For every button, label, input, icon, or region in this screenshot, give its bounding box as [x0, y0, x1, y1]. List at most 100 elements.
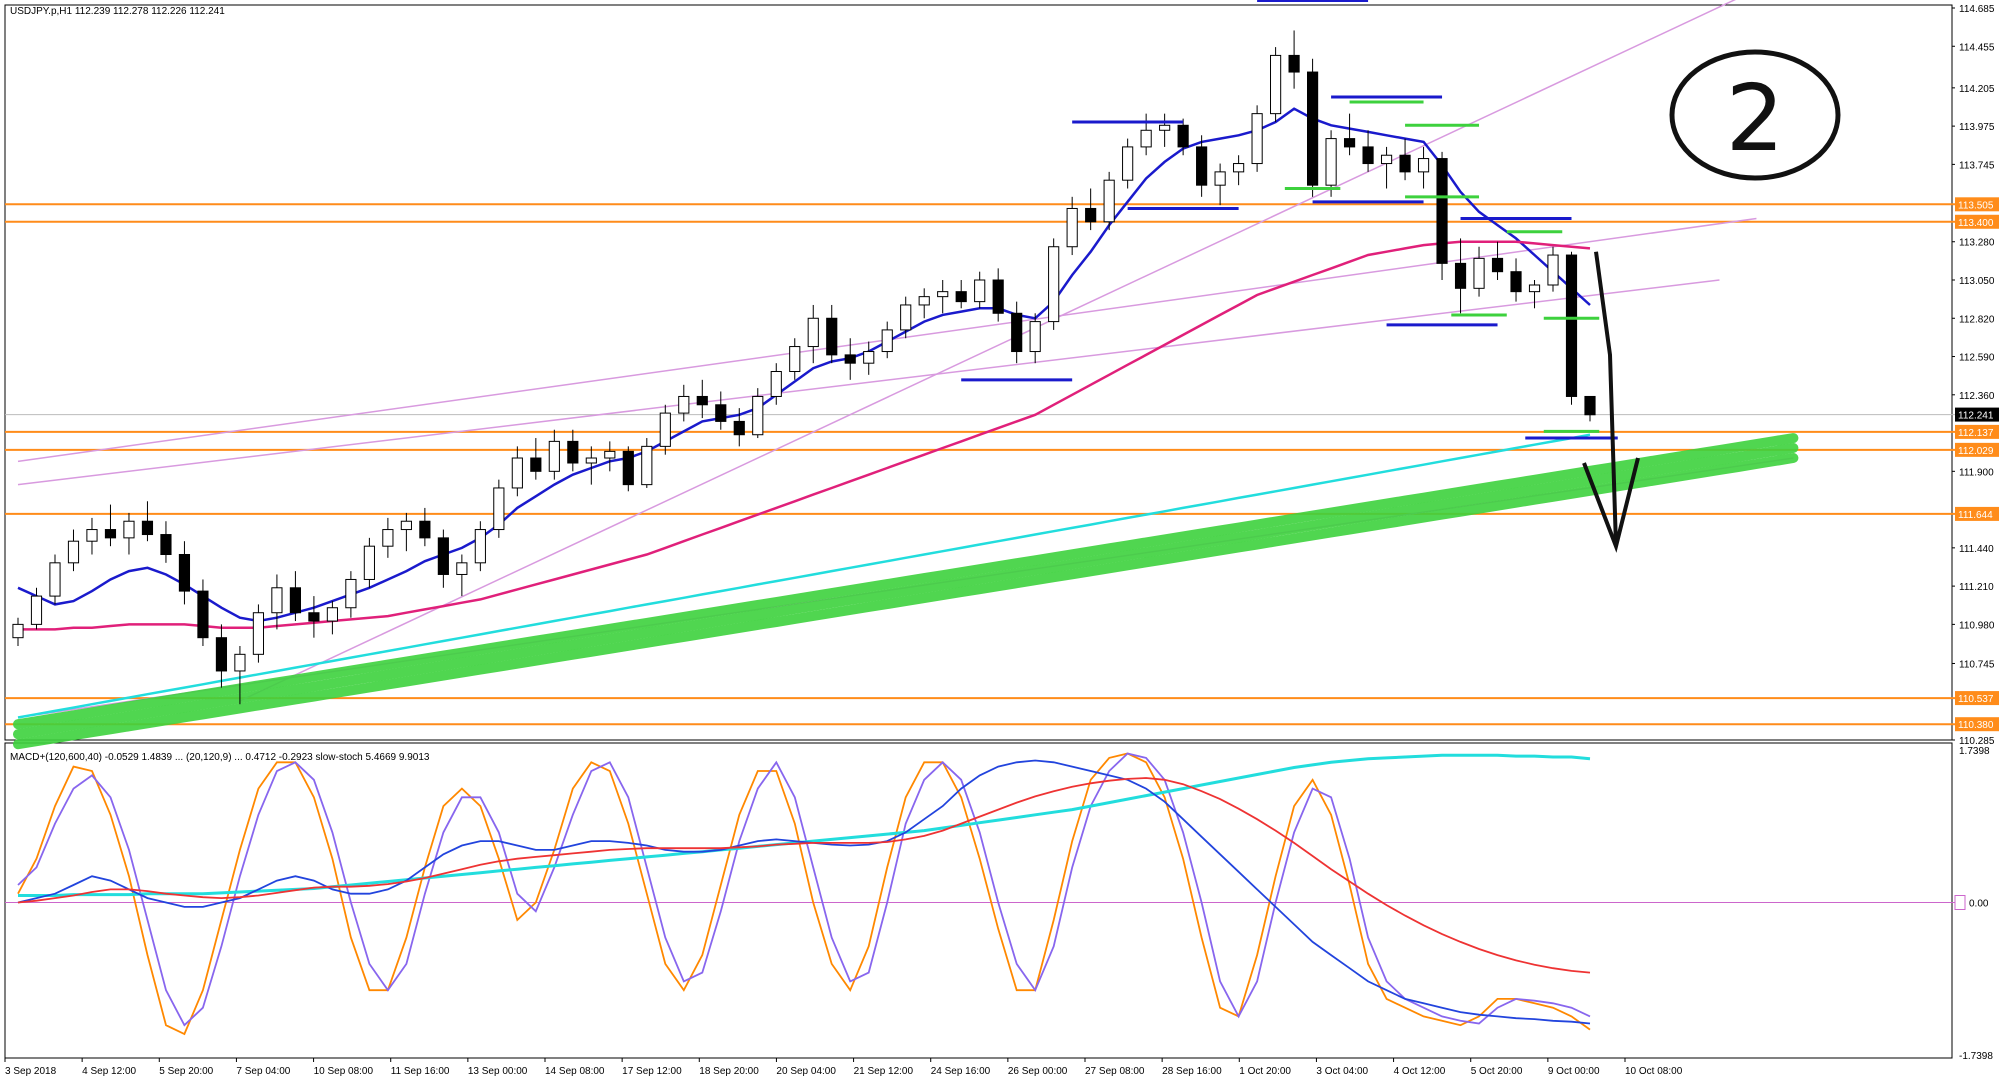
- candles: [12, 30, 1596, 705]
- price-tag: [1955, 442, 1999, 457]
- candle-body: [1122, 146, 1134, 181]
- annotation-label: 2: [1726, 65, 1785, 172]
- price-tick-label: 110.745: [1959, 659, 1995, 670]
- oscillator-tick-label: -1.7398: [1959, 1051, 1993, 1062]
- candle-body: [252, 612, 265, 655]
- price-tag: [1955, 717, 1999, 732]
- price-tick-label: 113.280: [1959, 238, 1995, 249]
- zero-tag: [1954, 895, 1966, 910]
- candle-body: [197, 590, 209, 639]
- candle-body: [1380, 154, 1393, 165]
- candle-body: [974, 279, 986, 303]
- candle-body: [1436, 158, 1448, 264]
- candle-body: [234, 653, 246, 672]
- candle-body: [863, 351, 875, 364]
- price-tick-label: 113.505: [1958, 200, 1994, 211]
- time-tick-label: 1 Oct 20:00: [1239, 1066, 1291, 1077]
- candle-body: [326, 607, 338, 622]
- moving-average-line: [18, 240, 1591, 631]
- price-tick-label: 113.975: [1959, 122, 1995, 133]
- candle-body: [308, 612, 320, 622]
- swing-markers: [961, 0, 1618, 440]
- candle-body: [30, 595, 43, 625]
- candle-body: [1288, 54, 1300, 73]
- candle-body: [1103, 179, 1115, 223]
- candle-body: [1473, 257, 1485, 289]
- candle-body: [1454, 262, 1467, 289]
- down-arrow-shaft: [1594, 251, 1618, 547]
- price-tag: [1955, 506, 1999, 521]
- price-tick-label: 110.380: [1958, 720, 1994, 731]
- trendlines: [17, 0, 1794, 719]
- candle-body: [696, 395, 708, 406]
- candle-body: [770, 371, 782, 397]
- oscillator-line: [17, 752, 1591, 1036]
- price-tick-label: 114.685: [1959, 4, 1995, 15]
- candle-body: [881, 329, 893, 353]
- price-tick-label: 111.440: [1959, 544, 1994, 555]
- annotations: 2: [1582, 49, 1841, 553]
- candle-body: [844, 354, 856, 364]
- candle-body: [604, 450, 616, 459]
- candle-body: [104, 529, 117, 539]
- candle-body: [511, 457, 523, 489]
- horizontal-levels: [5, 203, 1955, 726]
- candle-body: [1584, 395, 1596, 416]
- price-tick-label: 112.590: [1959, 353, 1995, 364]
- oscillator-title: MACD+(120,600,40) -0.0529 1.4839 ... (20…: [10, 752, 430, 763]
- candle-body: [456, 562, 468, 575]
- oscillator-tick-label: 0.00: [1969, 899, 1989, 910]
- support-band: [13, 433, 1799, 750]
- candle-body: [400, 520, 412, 531]
- candle-body: [160, 534, 172, 556]
- candle-body: [12, 623, 24, 639]
- time-axis: 3 Sep 2018 4 Sep 12:00 5 Sep 20:00 7 Sep 04…: [4, 1058, 1683, 1077]
- candle-body: [123, 520, 135, 539]
- candle-body: [1196, 146, 1208, 186]
- support-band-stroke: [13, 443, 1799, 740]
- price-tag: [1955, 407, 1999, 422]
- candle-body: [826, 317, 838, 356]
- candle-body: [622, 450, 634, 486]
- price-tick-label: 112.029: [1958, 446, 1994, 457]
- candle-body: [493, 487, 505, 531]
- oscillator-line: [17, 777, 1591, 974]
- chart-title: USDJPY.p,H1 112.239 112.278 112.226 112.…: [10, 6, 225, 17]
- time-tick-label: 3 Sep 2018: [5, 1066, 57, 1077]
- time-tick-label: 18 Sep 20:00: [699, 1066, 759, 1077]
- candle-body: [1399, 154, 1411, 173]
- candle-body: [474, 529, 486, 564]
- oscillator-series: [5, 752, 1955, 1036]
- support-band-stroke: [13, 433, 1799, 730]
- candle-body: [1417, 158, 1430, 173]
- candle-body: [955, 291, 967, 303]
- price-tick-label: 112.241: [1958, 411, 1994, 422]
- candle-body: [1528, 284, 1541, 293]
- price-tick-label: 110.980: [1959, 620, 1995, 631]
- candle-body: [49, 562, 61, 597]
- price-axis: 114.685 114.455 114.205 113.975 113.745 113.5…: [1952, 4, 1999, 1062]
- time-tick-label: 10 Sep 08:00: [314, 1066, 374, 1077]
- time-tick-label: 11 Sep 16:00: [391, 1066, 450, 1077]
- time-tick-label: 4 Oct 12:00: [1394, 1066, 1446, 1077]
- candle-body: [900, 304, 912, 331]
- price-tick-label: 112.360: [1959, 391, 1995, 402]
- candle-body: [585, 457, 597, 464]
- candle-body: [141, 520, 154, 536]
- candle-body: [1029, 321, 1041, 353]
- time-tick-label: 10 Oct 08:00: [1625, 1066, 1683, 1077]
- oscillator-line: [17, 752, 1591, 1027]
- time-tick-label: 26 Sep 00:00: [1008, 1066, 1068, 1077]
- candle-body: [1491, 257, 1504, 273]
- candle-body: [178, 554, 191, 592]
- candle-body: [1362, 146, 1374, 165]
- moving-average-line: [17, 107, 1591, 623]
- candle-body: [733, 420, 745, 436]
- time-tick-label: 5 Sep 20:00: [159, 1066, 213, 1077]
- candle-body: [1510, 271, 1522, 293]
- candle-body: [1048, 246, 1060, 323]
- candle-body: [1547, 254, 1559, 286]
- candle-body: [215, 637, 228, 672]
- candle-body: [659, 412, 671, 447]
